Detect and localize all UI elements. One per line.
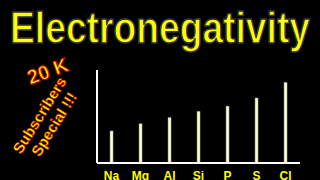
- svg-text:Electronegativity: Electronegativity: [10, 3, 310, 52]
- svg-text:P: P: [223, 169, 231, 180]
- svg-text:Cl: Cl: [280, 169, 292, 180]
- svg-text:Al: Al: [164, 169, 176, 180]
- svg-text:Na: Na: [104, 169, 120, 180]
- svg-text:S: S: [252, 169, 260, 180]
- svg-text:20 K: 20 K: [24, 53, 72, 88]
- svg-text:Mg: Mg: [132, 169, 149, 180]
- svg-text:Special !!!: Special !!!: [28, 89, 80, 159]
- svg-text:Subscribers: Subscribers: [9, 74, 69, 157]
- svg-text:Si: Si: [193, 169, 204, 180]
